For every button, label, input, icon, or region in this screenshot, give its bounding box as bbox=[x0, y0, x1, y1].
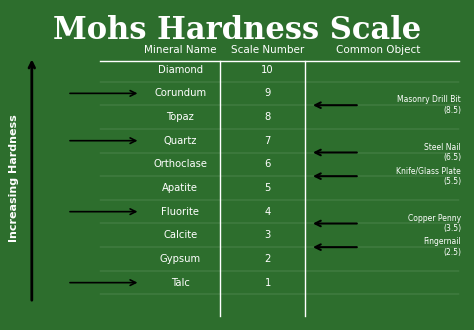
Text: Masonry Drill Bit
(8.5): Masonry Drill Bit (8.5) bbox=[397, 95, 461, 115]
Text: Gypsum: Gypsum bbox=[160, 254, 201, 264]
Text: Copper Penny
(3.5): Copper Penny (3.5) bbox=[408, 214, 461, 233]
Text: 9: 9 bbox=[264, 88, 271, 98]
Text: 1: 1 bbox=[264, 278, 271, 288]
Text: Talc: Talc bbox=[171, 278, 190, 288]
Text: 6: 6 bbox=[264, 159, 271, 169]
Text: Scale Number: Scale Number bbox=[231, 45, 304, 55]
Text: 10: 10 bbox=[261, 65, 274, 75]
Text: Quartz: Quartz bbox=[164, 136, 197, 146]
Text: 7: 7 bbox=[264, 136, 271, 146]
Text: 4: 4 bbox=[264, 207, 271, 217]
Text: Knife/Glass Plate
(5.5): Knife/Glass Plate (5.5) bbox=[396, 166, 461, 186]
Text: 3: 3 bbox=[264, 230, 271, 240]
Text: Increasing Hardness: Increasing Hardness bbox=[9, 114, 19, 242]
Text: Calcite: Calcite bbox=[163, 230, 198, 240]
Text: Mohs Hardness Scale: Mohs Hardness Scale bbox=[53, 16, 421, 47]
Text: Steel Nail
(6.5): Steel Nail (6.5) bbox=[424, 143, 461, 162]
Text: Orthoclase: Orthoclase bbox=[154, 159, 208, 169]
Text: Mineral Name: Mineral Name bbox=[144, 45, 217, 55]
Text: Common Object: Common Object bbox=[337, 45, 421, 55]
Text: Fluorite: Fluorite bbox=[161, 207, 200, 217]
Text: Corundum: Corundum bbox=[155, 88, 207, 98]
Text: Apatite: Apatite bbox=[163, 183, 199, 193]
Text: 2: 2 bbox=[264, 254, 271, 264]
Text: 5: 5 bbox=[264, 183, 271, 193]
Text: Fingernail
(2.5): Fingernail (2.5) bbox=[423, 238, 461, 257]
Text: 8: 8 bbox=[264, 112, 271, 122]
Text: Diamond: Diamond bbox=[158, 65, 203, 75]
Text: Topaz: Topaz bbox=[166, 112, 194, 122]
